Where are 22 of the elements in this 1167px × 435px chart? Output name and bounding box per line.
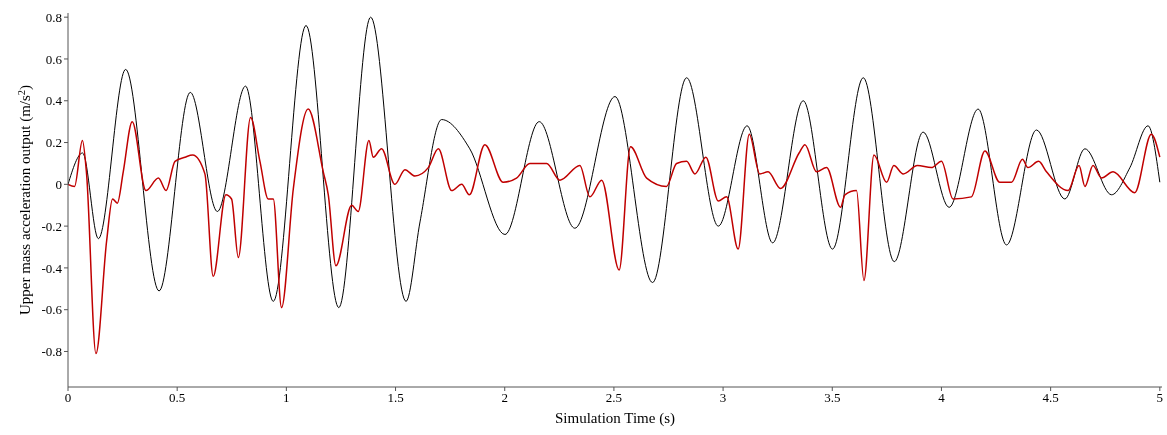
x-tick-label: 4 [938, 390, 946, 406]
x-axis-title: Simulation Time (s) [554, 410, 676, 427]
x-tick-label: 0.5 [169, 390, 186, 406]
y-tick-label: 0.6 [45, 51, 63, 67]
x-tick-label: 2.5 [605, 390, 623, 406]
y-tick-label: -0.2 [41, 218, 62, 234]
y-tick-label: -0.6 [41, 302, 63, 318]
x-tick-label: 1.5 [387, 390, 404, 406]
x-tick-label: 3 [719, 390, 727, 406]
line-series [68, 16, 1161, 309]
line-series [68, 108, 1161, 355]
x-tick-label: 5 [1156, 390, 1164, 406]
y-tick-label: 0.8 [45, 9, 62, 25]
x-tick-label: 4.5 [1042, 390, 1059, 406]
x-tick-label: 1 [283, 390, 290, 406]
y-tick-label: -0.4 [41, 260, 63, 276]
x-tick-label: 2 [501, 390, 508, 406]
y-tick-label: 0.4 [45, 93, 63, 109]
y-tick-label: 0.2 [45, 135, 62, 151]
y-tick-label: 0 [55, 176, 62, 192]
y-tick-label: -0.8 [41, 344, 62, 360]
x-tick-label: 3.5 [824, 390, 841, 406]
